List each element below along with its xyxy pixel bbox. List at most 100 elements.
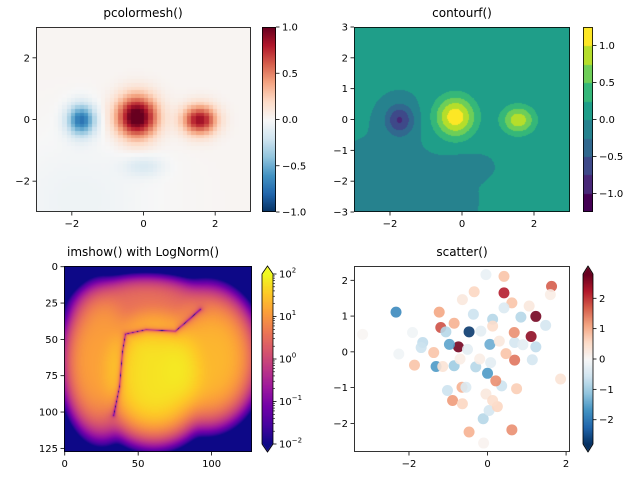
scatter-point <box>437 361 449 373</box>
x-tick-label: 0 <box>459 219 465 230</box>
colorbar-tick-label: −1.0 <box>282 208 306 219</box>
scatter-point <box>447 394 459 406</box>
scatter-point <box>468 286 480 298</box>
x-tick-label: 0 <box>140 219 146 230</box>
scatter-point <box>498 287 510 299</box>
colorbar-tick-label: 0.5 <box>599 78 615 89</box>
axes-frame <box>64 266 252 452</box>
contourf-image <box>354 27 570 212</box>
scatter-point <box>508 327 520 339</box>
colorbar-tick-label: 102 <box>279 267 296 281</box>
colorbar-tick-label: 2 <box>599 294 605 305</box>
scatter-point <box>484 338 496 350</box>
y-tick-label: 25 <box>45 299 58 310</box>
colorbar-tick-label: 0.5 <box>282 69 298 80</box>
y-tick-label: −1 <box>333 146 348 157</box>
pcolormesh-title: pcolormesh() <box>103 6 182 20</box>
colorbar-tick-label: 1.0 <box>599 41 615 52</box>
scatter-point <box>530 310 542 322</box>
scatter-point <box>506 424 518 436</box>
scatter-point <box>463 426 475 438</box>
scatter-point <box>546 280 558 292</box>
scatter-point <box>544 289 556 301</box>
colorbar-outline <box>261 265 274 453</box>
scatter-title: scatter() <box>436 245 487 259</box>
scatter-point <box>475 325 487 337</box>
x-tick-label: 100 <box>202 459 221 470</box>
y-tick-label: −3 <box>333 208 348 219</box>
scatter-point <box>390 306 402 318</box>
scatter-colorbar <box>583 266 593 452</box>
scatter-point <box>456 294 468 306</box>
x-tick-label: 0 <box>484 459 490 470</box>
scatter-point <box>493 335 505 347</box>
imshow-image <box>64 266 252 452</box>
colorbar-tick-label: −1.0 <box>599 189 623 200</box>
contourf-title: contourf() <box>432 6 492 20</box>
scatter-point <box>460 381 472 393</box>
x-tick-label: 50 <box>132 459 145 470</box>
axes-frame <box>354 266 570 452</box>
scatter-point <box>433 306 445 318</box>
pcolormesh-image <box>36 27 251 212</box>
colorbar-tick-label: 0.0 <box>599 115 615 126</box>
x-tick-label: 2 <box>563 459 569 470</box>
x-tick-label: 0 <box>62 459 68 470</box>
scatter-point <box>509 337 521 349</box>
y-tick-label: −1 <box>333 383 348 394</box>
scatter-point <box>498 302 510 314</box>
x-tick-label: −2 <box>383 219 398 230</box>
y-tick-label: 2 <box>24 53 30 64</box>
colorbar-tick-label: 0 <box>599 355 605 366</box>
scatter-point <box>500 348 512 360</box>
y-tick-label: 2 <box>342 276 348 287</box>
colorbar-tick-label: 100 <box>279 352 296 366</box>
scatter-point <box>482 367 494 379</box>
y-tick-label: 100 <box>39 408 58 419</box>
scatter-point <box>463 326 475 338</box>
scatter-point <box>490 375 502 387</box>
y-tick-label: −2 <box>15 177 30 188</box>
scatter-point <box>525 330 537 342</box>
x-tick-label: −2 <box>402 459 417 470</box>
scatter-point <box>440 326 452 338</box>
scatter-point <box>357 328 369 340</box>
scatter-point <box>393 348 405 360</box>
scatter-point <box>530 341 542 353</box>
colorbar-tick-label: 0.0 <box>282 115 298 126</box>
scatter-point <box>456 398 468 410</box>
scatter-point <box>441 384 453 396</box>
y-tick-label: −2 <box>333 177 348 188</box>
scatter-point <box>526 354 538 366</box>
y-tick-label: 3 <box>342 23 348 34</box>
scatter-point <box>517 339 529 351</box>
x-tick-label: 2 <box>212 219 218 230</box>
y-tick-label: 125 <box>39 444 58 455</box>
y-tick-label: −2 <box>333 419 348 430</box>
colorbar-tick-label: 10−2 <box>279 437 302 451</box>
scatter-point <box>443 338 455 350</box>
scatter-point <box>415 342 427 354</box>
colorbar-tick-label: −0.5 <box>282 161 306 172</box>
y-tick-label: 0 <box>342 347 348 358</box>
scatter-point <box>452 341 464 353</box>
scatter-point <box>461 343 473 355</box>
colorbar-tick-label: 1.0 <box>282 23 298 34</box>
colorbar-outline <box>262 27 276 212</box>
y-tick-label: 50 <box>45 335 58 346</box>
scatter-point <box>509 354 521 366</box>
scatter-point <box>474 353 486 365</box>
scatter-point <box>485 357 497 369</box>
scatter-point <box>555 373 567 385</box>
scatter-point <box>448 317 460 329</box>
y-tick-label: 1 <box>342 84 348 95</box>
y-tick-label: 0 <box>342 115 348 126</box>
x-tick-label: −2 <box>64 219 79 230</box>
axes-frame <box>354 27 570 212</box>
imshow-colorbar <box>262 266 273 452</box>
scatter-point <box>407 327 419 339</box>
scatter-point <box>487 394 499 406</box>
colorbar-tick-label: 10−1 <box>279 394 302 408</box>
y-tick-label: 2 <box>342 53 348 64</box>
